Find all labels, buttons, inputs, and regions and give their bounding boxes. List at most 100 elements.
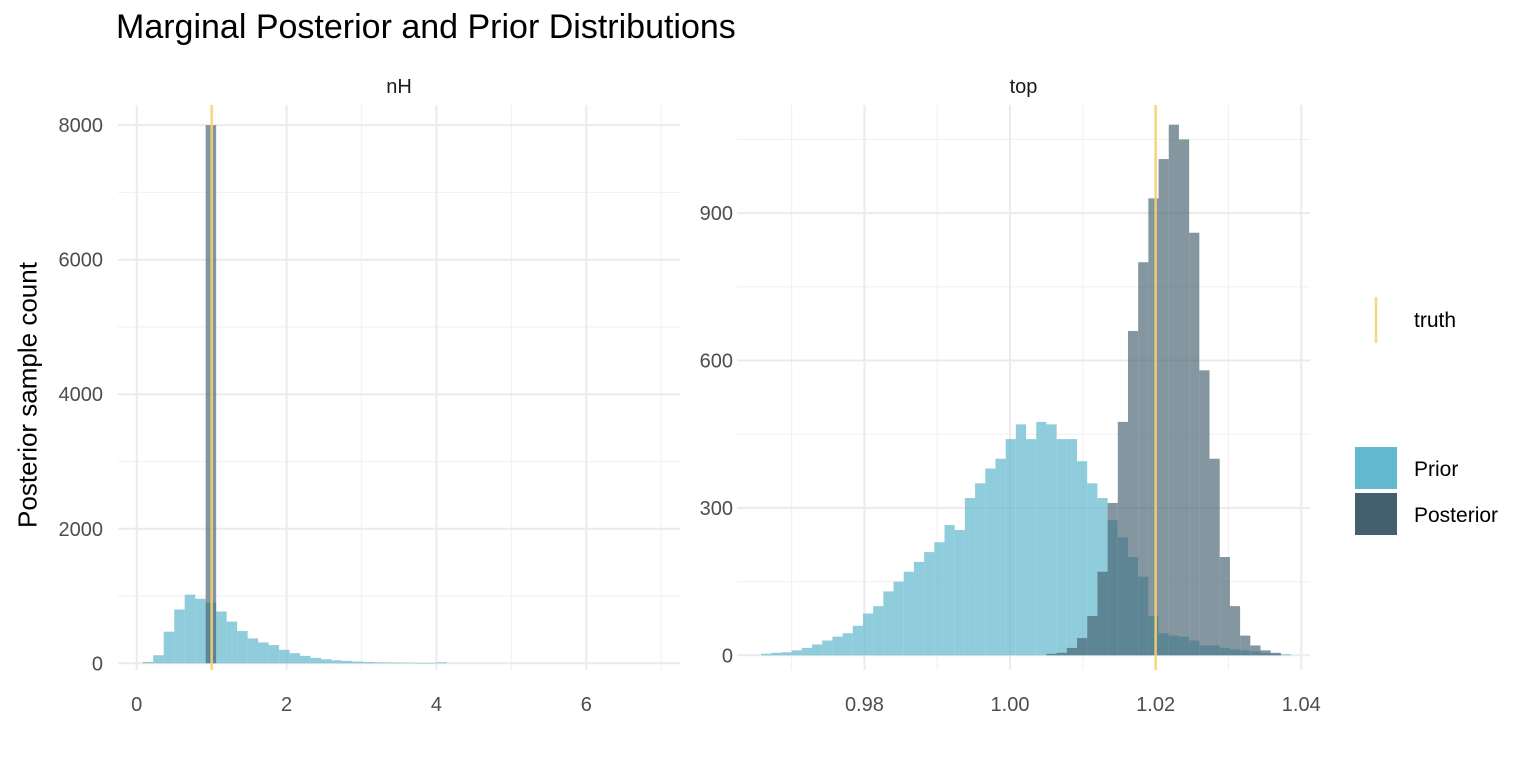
bar-posterior (1229, 606, 1241, 656)
x-tick-label: 0.98 (845, 694, 884, 716)
bar-prior (425, 662, 437, 664)
legend: truth Prior Posterior (1355, 297, 1498, 535)
bar-prior (1056, 439, 1067, 656)
y-tick-label: 600 (700, 350, 733, 372)
x-tick-label: 4 (431, 694, 442, 716)
bar-posterior (1270, 652, 1281, 656)
bar-prior (761, 653, 772, 656)
bar-posterior (1168, 124, 1179, 656)
series-prior (142, 594, 447, 664)
bar-prior (163, 631, 175, 664)
bar-prior (944, 525, 955, 656)
bar-prior (913, 561, 925, 656)
bar-posterior (1117, 421, 1128, 656)
legend-truth-label: truth (1414, 309, 1456, 332)
bar-posterior (1107, 502, 1118, 656)
y-tick-label: 0 (722, 645, 733, 667)
legend-posterior-label: Posterior (1414, 504, 1498, 527)
bar-posterior (1138, 262, 1149, 656)
x-tick-label: 2 (281, 694, 292, 716)
panel-strip-label: top (1010, 76, 1038, 98)
y-tick-label: 8000 (59, 115, 104, 137)
bar-posterior (1087, 615, 1098, 656)
bar-prior (279, 649, 290, 664)
bar-posterior (1148, 198, 1159, 656)
bar-prior (893, 581, 904, 656)
bar-prior (226, 621, 238, 664)
series-posterior (1046, 124, 1281, 656)
bar-prior (975, 483, 986, 656)
bar-posterior (1199, 370, 1210, 656)
bar-prior (394, 662, 405, 664)
chart-title: Marginal Posterior and Prior Distributio… (116, 8, 736, 46)
bar-prior (1046, 424, 1057, 656)
x-tick-label: 6 (581, 694, 592, 716)
y-tick-label: 900 (700, 203, 733, 225)
bar-posterior (1189, 232, 1200, 656)
bar-prior (373, 662, 385, 664)
bar-posterior (1097, 571, 1108, 656)
panel-top: top 0.98 1.00 1.02 1.04 0 300 600 900 (700, 76, 1321, 716)
bar-prior (184, 594, 196, 664)
x-tick-label: 0 (131, 694, 142, 716)
bar-prior (404, 662, 416, 664)
bar-prior (268, 645, 280, 664)
bar-posterior (1066, 647, 1078, 656)
bar-posterior (1056, 652, 1067, 656)
legend-posterior-key (1355, 493, 1397, 535)
y-tick-label: 0 (92, 653, 103, 675)
bar-prior (258, 642, 269, 664)
bar-posterior (1260, 650, 1271, 656)
x-tick-label: 1.04 (1282, 694, 1321, 716)
legend-prior-key (1355, 447, 1397, 489)
bar-prior (934, 542, 945, 656)
bar-prior (771, 652, 782, 656)
bar-prior (852, 625, 863, 656)
bar-prior (321, 659, 332, 664)
bar-prior (985, 468, 996, 656)
bar-posterior (1178, 139, 1190, 656)
y-tick-label: 4000 (59, 384, 104, 406)
bar-prior (142, 661, 154, 664)
panel-nH: nH 0 2 4 6 0 2000 4000 6000 8000 (59, 76, 680, 716)
bar-prior (289, 653, 301, 664)
bar-prior (801, 647, 812, 656)
bar-prior (342, 660, 353, 664)
legend-prior-label: Prior (1414, 458, 1458, 481)
bar-prior (995, 458, 1006, 656)
bar-prior (352, 661, 364, 664)
bar-prior (1066, 439, 1078, 656)
bar-prior (1036, 421, 1047, 656)
bar-prior (1087, 483, 1098, 656)
bar-posterior (1158, 159, 1169, 656)
bar-prior (822, 640, 833, 656)
bar-prior (832, 636, 843, 656)
bar-posterior (1209, 458, 1220, 656)
bar-prior (363, 661, 374, 664)
y-tick-label: 300 (700, 498, 733, 520)
bar-posterior (1046, 653, 1057, 656)
bar-prior (1077, 461, 1088, 656)
bar-prior (384, 662, 395, 664)
bar-prior (216, 611, 227, 664)
bar-prior (436, 662, 447, 664)
bar-prior (791, 650, 802, 656)
bar-posterior (1240, 635, 1251, 656)
bar-prior (237, 630, 248, 664)
bar-prior (310, 657, 322, 664)
bar-prior (174, 609, 185, 664)
bar-posterior (1219, 557, 1230, 656)
x-tick-label: 1.02 (1136, 694, 1175, 716)
x-tick-label: 1.00 (991, 694, 1030, 716)
bar-prior (247, 638, 259, 664)
bar-prior (842, 633, 853, 656)
bar-posterior (1250, 645, 1261, 656)
bar-prior (903, 571, 914, 656)
bar-prior (781, 652, 792, 656)
bar-posterior (1077, 638, 1088, 656)
bar-prior (300, 655, 311, 664)
bar-prior (331, 660, 343, 664)
bar-prior (1005, 439, 1016, 656)
bar-prior (862, 613, 874, 656)
